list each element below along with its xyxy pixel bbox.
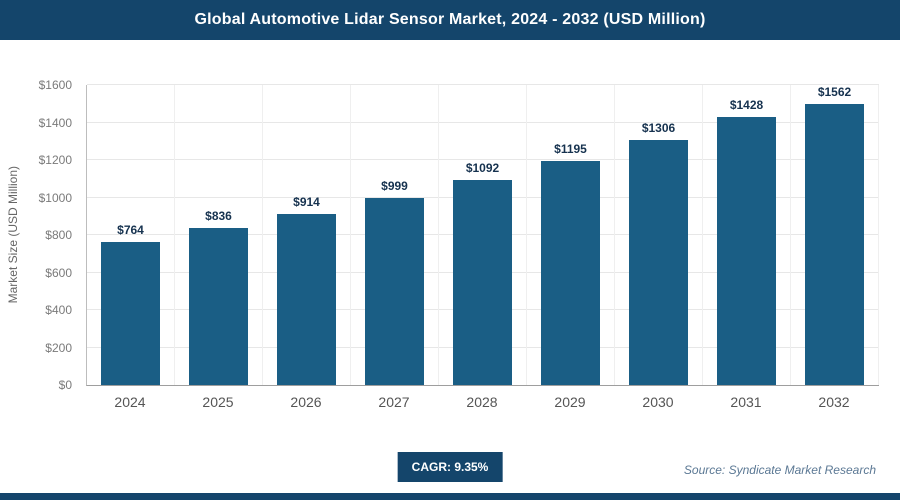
bar — [628, 140, 689, 385]
bar-column: $764 — [87, 85, 175, 385]
y-axis-tick-label: $1600 — [38, 78, 72, 92]
bar-value-label: $1092 — [465, 161, 500, 176]
bar-value-label: $914 — [293, 194, 320, 209]
bar-value-label: $764 — [117, 222, 144, 237]
bar — [364, 197, 425, 385]
bar-value-label: $1306 — [641, 121, 676, 136]
cagr-badge: CAGR: 9.35% — [397, 452, 503, 482]
x-axis-tick-label: 2025 — [202, 394, 234, 410]
y-axis-tick-label: $600 — [45, 265, 72, 280]
cagr-label: CAGR: 9.35% — [411, 460, 489, 474]
y-axis-ticks: $0 $200 $400 $600 $800 $1000 $1200 $1400 $1600 — [24, 78, 80, 392]
bar — [452, 180, 513, 385]
bar-column: $999 — [351, 85, 439, 385]
x-axis-tick-label: 2031 — [730, 394, 762, 410]
y-axis-tick-label: $800 — [45, 228, 72, 242]
gridline — [87, 121, 879, 123]
gridline — [87, 159, 879, 160]
bar-column: $836 — [175, 85, 263, 385]
bar-column: $1306 — [615, 85, 703, 385]
chart-title-bar: Global Automotive Lidar Sensor Market, 2… — [0, 0, 900, 40]
x-axis-tick-label: 2029 — [554, 394, 586, 410]
bar — [804, 104, 865, 385]
x-axis-tick-label: 2024 — [114, 394, 146, 410]
bar-column: $1562 — [791, 85, 879, 385]
y-axis-tick-label: $0 — [58, 378, 72, 392]
bar-value-label: $1428 — [729, 98, 764, 113]
x-axis-tick-label: 2026 — [290, 394, 322, 410]
bar — [540, 160, 601, 385]
bar-value-label: $1195 — [554, 141, 587, 156]
source-credit: Source: Syndicate Market Research — [683, 463, 876, 477]
bar — [188, 228, 249, 385]
x-axis-tick-label: 2027 — [378, 394, 410, 410]
y-axis-tick-label: $1200 — [38, 153, 72, 167]
bar-column: $914 — [263, 85, 351, 385]
x-axis-tick-label: 2028 — [466, 394, 498, 410]
x-axis-tick-label: 2030 — [642, 394, 674, 410]
y-axis-tick-label: $200 — [45, 340, 72, 355]
bar — [276, 213, 337, 385]
x-axis-tick-label: 2032 — [818, 394, 850, 410]
chart-title: Global Automotive Lidar Sensor Market, 2… — [194, 11, 706, 28]
bar-column: $1092 — [439, 85, 527, 385]
bar-value-label: $999 — [381, 178, 408, 193]
bars: $764 $836 $914 $999 $1092 $1195 $1306 $1428 $156… — [87, 85, 879, 385]
x-axis-labels: 2024 2025 2026 2027 2028 2029 2030 2031 2032 — [86, 394, 878, 410]
y-axis-title-wrap: Market Size (USD Million) — [2, 85, 24, 385]
bar-column: $1195 — [527, 85, 615, 385]
bar-value-label: $836 — [205, 209, 232, 224]
plot-area: $764 $836 $914 $999 $1092 $1195 $1306 $1428 $156… — [86, 84, 879, 386]
y-axis-tick-label: $1000 — [38, 190, 72, 205]
y-axis-tick-label: $1400 — [38, 115, 72, 130]
bar — [100, 241, 161, 385]
y-axis-tick-label: $400 — [45, 303, 72, 317]
bar — [716, 117, 777, 385]
gridline — [87, 84, 879, 85]
footer-strip — [0, 493, 900, 500]
bar-column: $1428 — [703, 85, 791, 385]
bar-value-label: $1562 — [817, 85, 852, 99]
y-axis-title: Market Size (USD Million) — [6, 166, 20, 304]
